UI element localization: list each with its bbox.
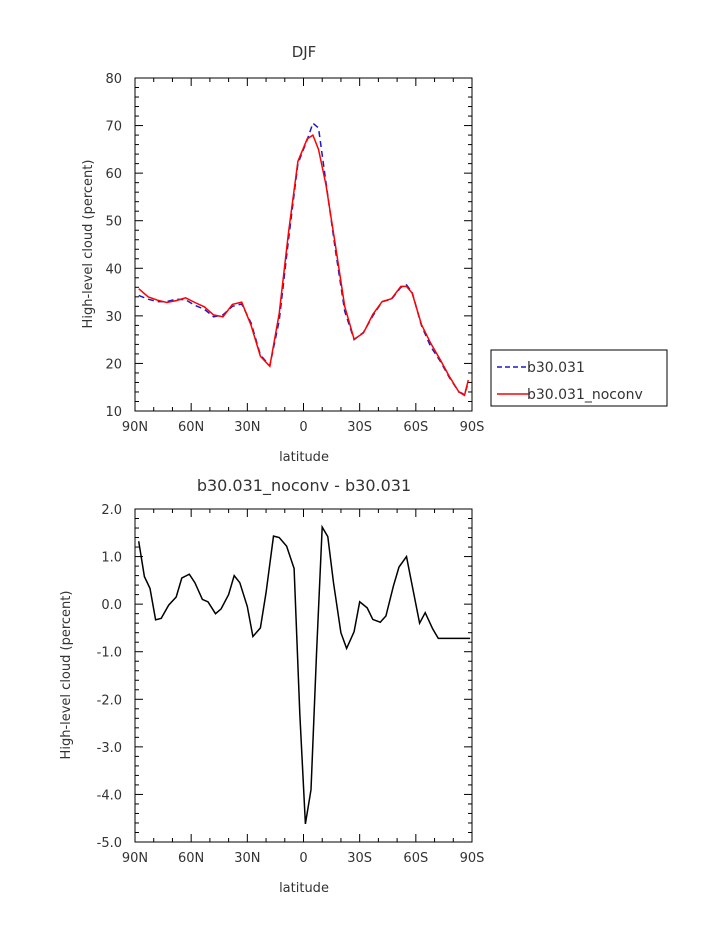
y-tick-label: 40 <box>105 262 122 277</box>
x-tick-label: 0 <box>299 851 307 866</box>
axis-ticks: 90N 60N 30N 0 30S 60S 90S 10 20 30 40 50 60 70 80 <box>105 72 484 435</box>
x-tick-label: 90N <box>122 420 148 435</box>
x-tick-label: 60N <box>178 420 204 435</box>
chart-title: b30.031_noconv - b30.031 <box>197 476 411 496</box>
y-tick-label: 70 <box>105 120 122 135</box>
y-tick-label: -5.0 <box>97 836 122 851</box>
panel-bottom: b30.031_noconv - b30.031 90N 60N 30N 0 30S 60… <box>59 476 484 896</box>
x-tick-label: 90S <box>460 420 485 435</box>
y-tick-label: -2.0 <box>97 693 122 708</box>
y-tick-label: 10 <box>105 405 122 420</box>
x-tick-label: 0 <box>299 420 307 435</box>
x-tick-label: 30N <box>234 420 260 435</box>
x-tick-label: 60N <box>178 851 204 866</box>
series-line-b30-031-noconv <box>138 133 470 397</box>
y-axis-label: High-level cloud (percent) <box>59 591 74 760</box>
x-tick-label: 60S <box>403 851 428 866</box>
series-group <box>138 121 470 397</box>
y-tick-label: 0.0 <box>101 598 122 613</box>
y-tick-label: 20 <box>105 357 122 372</box>
chart-title: DJF <box>292 43 317 61</box>
x-tick-label: 90N <box>122 851 148 866</box>
axis-ticks: 90N 60N 30N 0 30S 60S 90S 2.0 1.0 0.0 -1.0 -2.0 -3.0… <box>97 503 485 866</box>
legend: b30.031 b30.031_noconv <box>490 349 668 407</box>
y-tick-label: 2.0 <box>101 503 122 518</box>
x-tick-label: 30N <box>234 851 260 866</box>
series-line-difference <box>137 524 471 825</box>
series-group <box>137 524 471 825</box>
x-tick-label: 30S <box>347 420 372 435</box>
legend-box <box>490 349 668 407</box>
x-axis-label: latitude <box>279 881 329 896</box>
y-tick-label: 30 <box>105 310 122 325</box>
y-tick-label: -4.0 <box>97 788 122 803</box>
y-tick-label: 50 <box>105 215 122 230</box>
y-tick-label: 1.0 <box>101 551 122 566</box>
plot-frame <box>134 77 473 412</box>
y-tick-label: -1.0 <box>97 646 122 661</box>
x-axis-label: latitude <box>279 450 329 465</box>
y-tick-label: -3.0 <box>97 741 122 756</box>
x-tick-label: 60S <box>403 420 428 435</box>
panel-top: DJF 90N 60N 30N 0 30S 60S 90S1020304050607080 … <box>81 43 484 465</box>
x-tick-label: 30S <box>347 851 372 866</box>
y-tick-label: 60 <box>105 167 122 182</box>
y-axis-label: High-level cloud (percent) <box>81 160 96 329</box>
y-tick-label: 80 <box>105 72 122 87</box>
legend-label-b30-031: b30.031 <box>527 360 585 376</box>
x-tick-label: 90S <box>460 851 485 866</box>
series-line-b30-031 <box>138 121 470 396</box>
legend-label-b30-031-noconv: b30.031_noconv <box>527 387 643 403</box>
